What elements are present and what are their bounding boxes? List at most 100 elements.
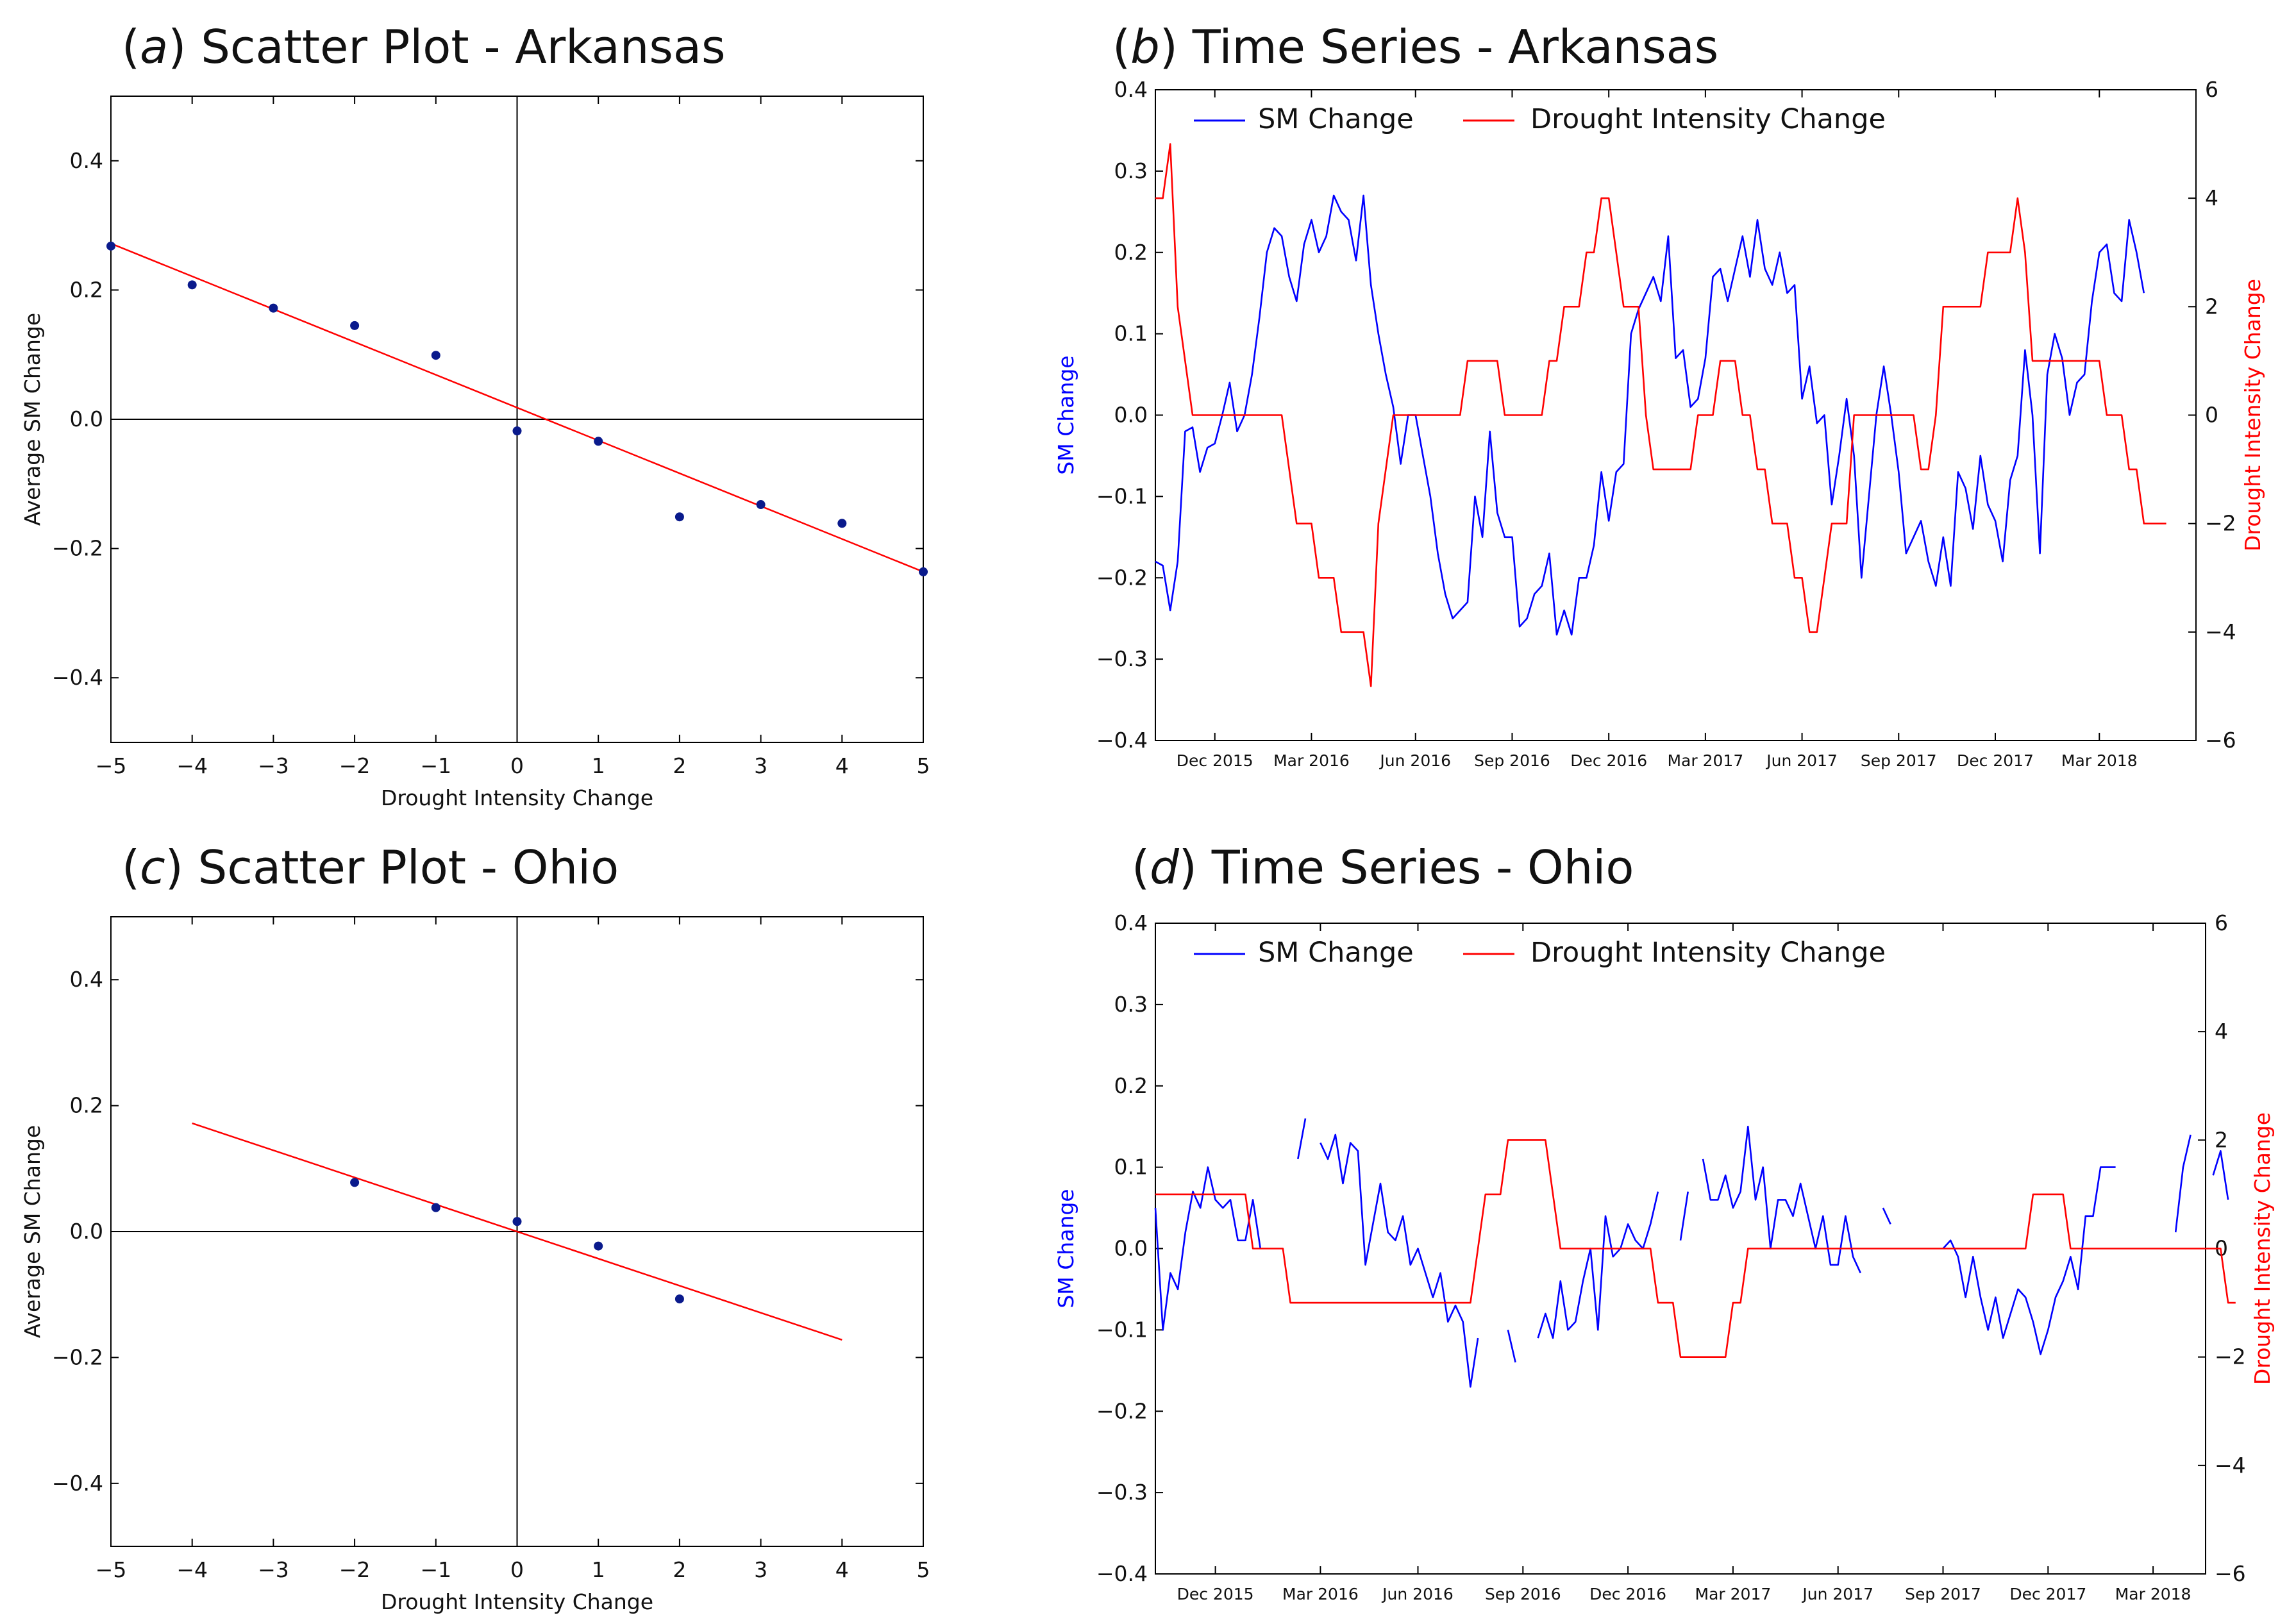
scatter-point — [269, 303, 278, 313]
panel-c-title: (c) Scatter Plot - Ohio — [122, 840, 619, 894]
x-tick-label: Sep 2016 — [1474, 751, 1550, 770]
x-axis-label: Drought Intensity Change — [381, 785, 653, 810]
x-tick-label: 0 — [510, 753, 524, 778]
x-tick-label: −4 — [176, 753, 208, 778]
scatter-point — [106, 241, 115, 251]
x-tick-label: −4 — [176, 1557, 208, 1582]
right-y-tick-label: 2 — [2205, 294, 2218, 319]
sm-change-series — [1154, 1118, 2229, 1388]
left-y-axis-label: SM Change — [1053, 355, 1078, 474]
x-tick-label: −5 — [96, 1557, 127, 1582]
x-tick-label: Jun 2017 — [1801, 1585, 1873, 1603]
x-tick-label: 4 — [835, 753, 849, 778]
series-line-segment — [2212, 1150, 2229, 1200]
series-line-segment — [1679, 1191, 1689, 1241]
left-y-tick-label: 0.0 — [1114, 1236, 1148, 1261]
left-y-tick-label: 0.2 — [1114, 240, 1148, 265]
x-tick-label: 5 — [917, 753, 930, 778]
scatter-point — [350, 321, 360, 330]
regression-line — [192, 1122, 842, 1341]
x-tick-label: Mar 2018 — [2115, 1585, 2191, 1603]
y-tick-label: −0.2 — [52, 536, 103, 561]
series-line-segment — [1155, 143, 2166, 687]
series-line-segment — [1320, 1133, 1479, 1388]
left-y-tick-label: −0.2 — [1096, 565, 1148, 590]
x-tick-label: Dec 2015 — [1177, 1585, 1254, 1603]
right-y-tick-label: −4 — [2205, 619, 2236, 644]
x-tick-label: Dec 2015 — [1177, 751, 1253, 770]
x-tick-label: −3 — [258, 1557, 289, 1582]
y-tick-label: −0.2 — [52, 1344, 103, 1369]
y-tick-label: −0.4 — [52, 1471, 103, 1496]
x-tick-label: Mar 2018 — [2061, 751, 2138, 770]
x-tick-label: Mar 2016 — [1273, 751, 1350, 770]
series-line-segment — [1882, 1207, 1891, 1225]
right-y-tick-label: 6 — [2205, 77, 2218, 102]
left-y-tick-label: −0.4 — [1096, 728, 1148, 753]
x-tick-label: Dec 2017 — [2009, 1585, 2086, 1603]
right-y-tick-label: −6 — [2215, 1561, 2246, 1586]
left-y-tick-label: −0.1 — [1096, 483, 1148, 508]
x-tick-label: 4 — [835, 1557, 849, 1582]
left-y-tick-label: 0.4 — [1114, 910, 1148, 935]
scatter-point — [431, 1203, 440, 1212]
scatter-point — [675, 512, 684, 522]
x-tick-label: −2 — [339, 1557, 371, 1582]
panel-a-title: (a) Scatter Plot - Arkansas — [122, 20, 726, 74]
panel-b-title: (b) Time Series - Arkansas — [1112, 20, 1718, 74]
left-y-tick-label: −0.3 — [1096, 1480, 1148, 1505]
panel-a-scatter-arkansas: (a) Scatter Plot - Arkansas −5 −4 −3 −2 −1 0 1… — [20, 20, 930, 810]
x-tick-label: Sep 2017 — [1861, 751, 1937, 770]
x-tick-label: 3 — [754, 753, 767, 778]
right-y-tick-label: 2 — [2215, 1127, 2228, 1152]
x-axis-label: Drought Intensity Change — [381, 1589, 653, 1614]
left-y-tick-label: 0.4 — [1114, 77, 1148, 102]
x-tick-label: 0 — [510, 1557, 524, 1582]
scatter-point — [919, 567, 928, 576]
x-tick-label: 3 — [754, 1557, 767, 1582]
left-y-tick-label: 0.0 — [1114, 403, 1148, 428]
scatter-point — [675, 1294, 684, 1304]
x-tick-label: 2 — [673, 753, 686, 778]
x-tick-label: Sep 2016 — [1485, 1585, 1561, 1603]
series-line-segment — [1155, 1139, 2236, 1358]
y-axis-label: Average SM Change — [20, 1125, 45, 1338]
x-tick-label: Jun 2016 — [1381, 1585, 1454, 1603]
right-y-tick-label: −6 — [2205, 728, 2236, 753]
regression-line — [110, 242, 924, 573]
scatter-point — [594, 1241, 603, 1251]
scatter-point — [350, 1178, 360, 1187]
series-line-segment — [1507, 1330, 1516, 1363]
y-tick-label: 0.0 — [70, 406, 103, 431]
x-tick-label: Sep 2017 — [1905, 1585, 1981, 1603]
drought-intensity-series — [1155, 1139, 2236, 1358]
right-y-tick-label: −4 — [2215, 1453, 2246, 1478]
series-line-segment — [2174, 1134, 2191, 1233]
legend-drought-label: Drought Intensity Change — [1530, 103, 1886, 135]
right-y-axis-label: Drought Intensity Change — [2240, 279, 2265, 551]
x-tick-label: −5 — [96, 753, 127, 778]
legend-drought-label: Drought Intensity Change — [1530, 937, 1886, 969]
y-tick-label: −0.4 — [52, 665, 103, 690]
left-y-tick-label: 0.1 — [1114, 321, 1148, 346]
left-y-tick-label: 0.1 — [1114, 1155, 1148, 1180]
scatter-point — [512, 1217, 522, 1226]
left-y-tick-label: 0.3 — [1114, 158, 1148, 183]
right-y-tick-label: 4 — [2215, 1019, 2228, 1044]
series-line-segment — [1702, 1125, 1861, 1274]
y-tick-label: 0.4 — [70, 967, 103, 992]
scatter-point — [756, 500, 766, 510]
scatter-point — [512, 426, 522, 436]
x-tick-label: Dec 2016 — [1570, 751, 1647, 770]
panel-d-title: (d) Time Series - Ohio — [1132, 840, 1634, 894]
series-line-segment — [1155, 194, 2145, 636]
left-y-tick-label: 0.3 — [1114, 992, 1148, 1017]
legend-sm-label: SM Change — [1258, 937, 1414, 969]
right-y-tick-label: 6 — [2215, 910, 2228, 935]
y-tick-label: 0.2 — [70, 1093, 103, 1118]
right-y-tick-label: 0 — [2205, 403, 2218, 428]
legend-sm-label: SM Change — [1258, 103, 1414, 135]
x-tick-label: Dec 2017 — [1957, 751, 2034, 770]
left-y-tick-label: −0.2 — [1096, 1398, 1148, 1423]
